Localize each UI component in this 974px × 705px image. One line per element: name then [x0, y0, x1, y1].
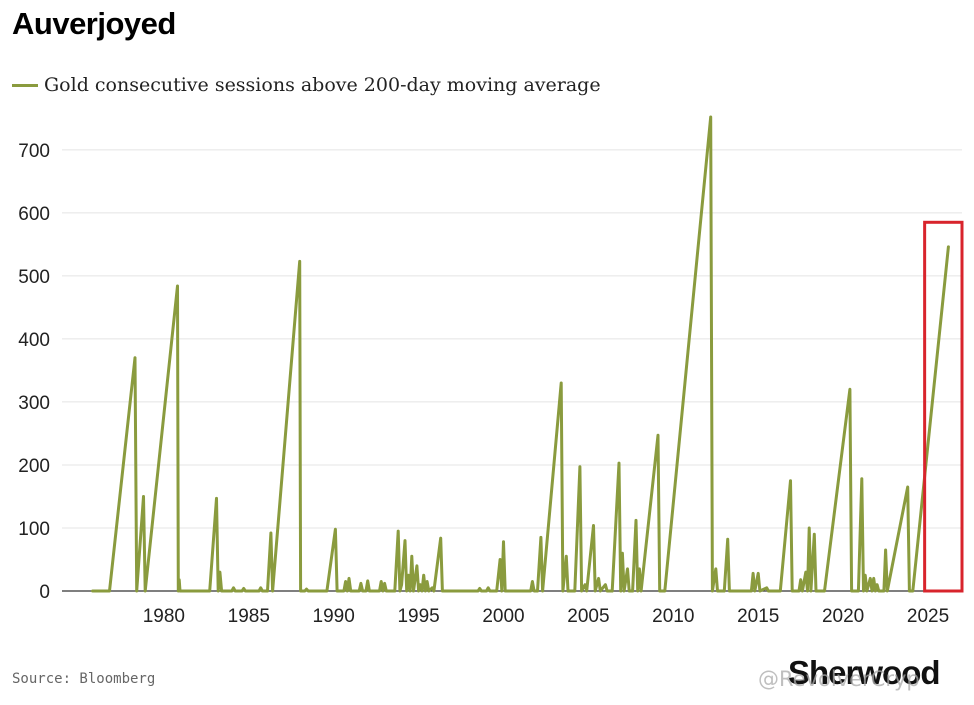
- highlight-layer: [923, 220, 964, 593]
- legend-swatch: [12, 83, 38, 87]
- x-tick-label-2015: 2015: [737, 606, 779, 627]
- highlight-box: [923, 220, 964, 593]
- series-layer: [91, 115, 950, 593]
- x-tick-label-2000: 2000: [482, 606, 524, 627]
- x-tick-label-1985: 1985: [228, 606, 270, 627]
- x-tick-label-2010: 2010: [652, 606, 694, 627]
- legend-label: Gold consecutive sessions above 200-day …: [44, 74, 601, 96]
- y-tick-label-100: 100: [18, 519, 50, 540]
- x-tick-label-2025: 2025: [907, 606, 949, 627]
- x-tick-label-2005: 2005: [567, 606, 609, 627]
- y-tick-label-300: 300: [18, 393, 50, 414]
- y-tick-label-400: 400: [18, 330, 50, 351]
- x-axis-tick-labels: 1980 1985 1990 1995 2000 2005 2010 2015 2020 2025: [143, 606, 949, 627]
- x-tick-label-1980: 1980: [143, 606, 185, 627]
- y-tick-label-0: 0: [39, 582, 50, 603]
- x-tick-label-1990: 1990: [313, 606, 355, 627]
- series-line-gold-sessions: [91, 115, 950, 593]
- chart-legend: Gold consecutive sessions above 200-day …: [12, 72, 601, 98]
- watermark: @RevolverCryp: [758, 667, 920, 691]
- y-tick-label-700: 700: [18, 141, 50, 162]
- brand-logo: Sherwood: [788, 654, 941, 691]
- x-tick-label-2020: 2020: [822, 606, 864, 627]
- chart-title: Auverjoyed: [12, 6, 176, 41]
- y-axis-tick-labels: 0 100 200 300 400 500 600 700: [18, 141, 50, 603]
- source-note: Source: Bloomberg: [12, 671, 156, 687]
- y-tick-label-500: 500: [18, 267, 50, 288]
- y-tick-label-600: 600: [18, 204, 50, 225]
- x-tick-label-1995: 1995: [397, 606, 439, 627]
- y-tick-label-200: 200: [18, 456, 50, 477]
- grid-lines: [62, 149, 962, 592]
